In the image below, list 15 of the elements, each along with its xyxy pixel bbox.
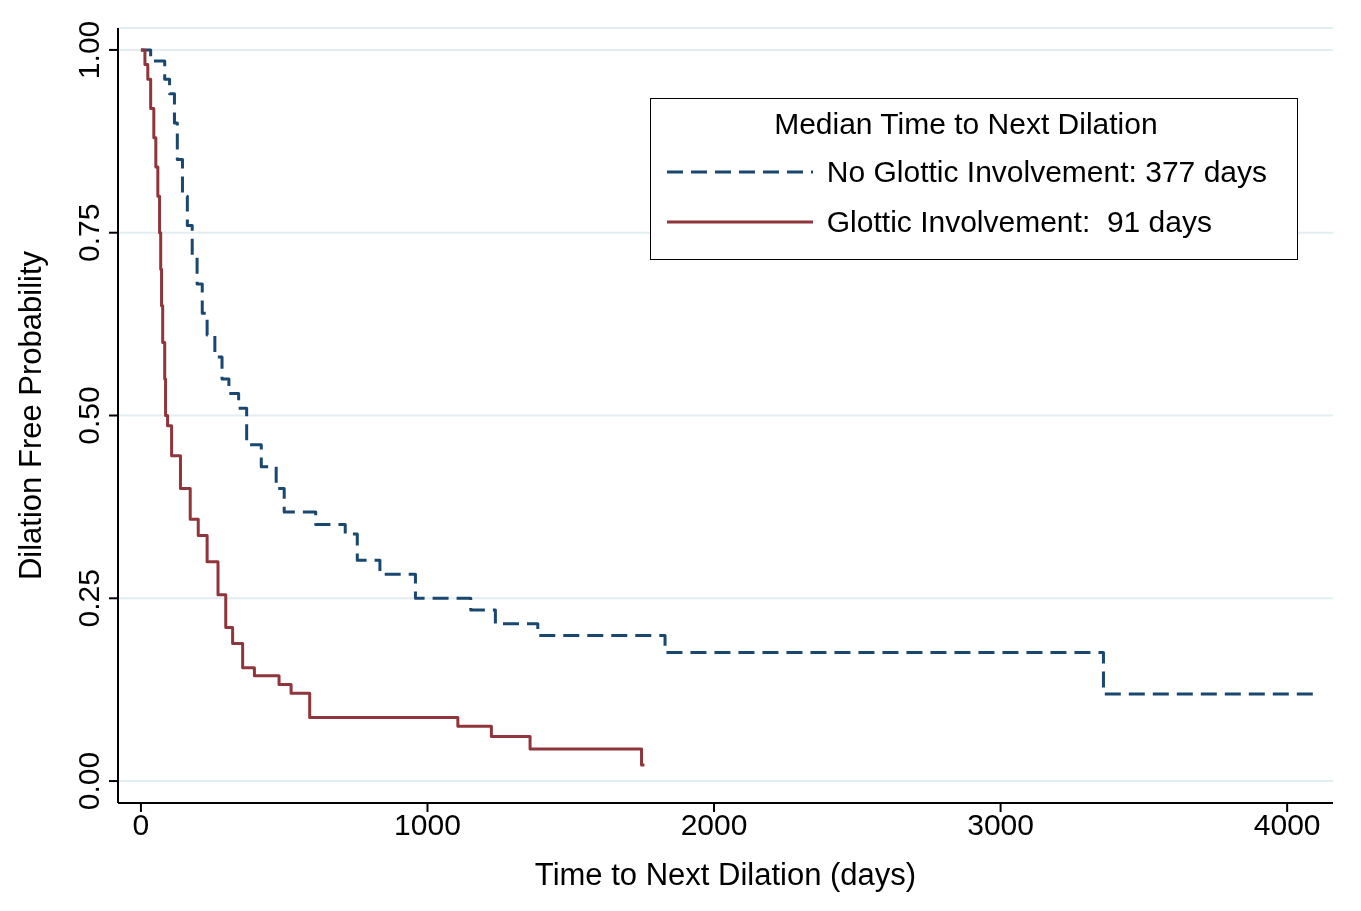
x-tick-label: 1000 <box>394 808 461 842</box>
y-tick-label: 0.50 <box>72 386 105 445</box>
legend-title: Median Time to Next Dilation <box>773 107 1159 141</box>
y-tick-label: 0.75 <box>72 203 105 262</box>
x-tick-label: 3000 <box>967 808 1034 842</box>
y-axis-title: Dilation Free Probability <box>13 250 49 581</box>
x-tick-label: 0 <box>132 808 150 842</box>
x-tick-label: 4000 <box>1253 808 1321 842</box>
y-tick-label: 0.25 <box>72 569 105 628</box>
x-axis-title: Time to Next Dilation (days) <box>534 857 917 892</box>
y-tick-label: 1.00 <box>72 20 105 80</box>
legend-label: Glottic Involvement: 91 days <box>826 205 1212 239</box>
y-tick-label: 0.00 <box>72 751 105 811</box>
x-tick-label: 2000 <box>680 808 748 842</box>
legend-label: No Glottic Involvement: 377 days <box>826 155 1267 189</box>
